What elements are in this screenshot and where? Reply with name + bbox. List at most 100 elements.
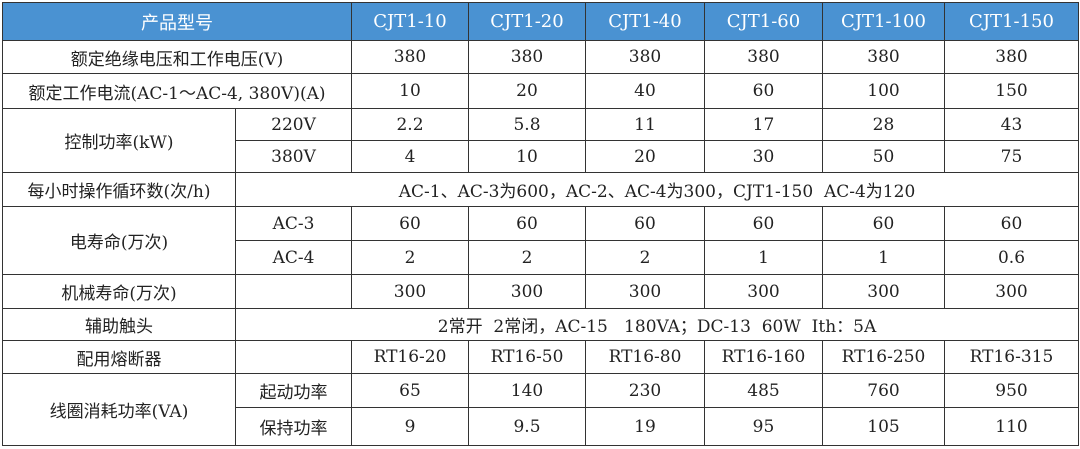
table-row: 额定工作电流(AC-1～AC-4, 380V)(A) 10 20 40 60 1…	[2, 73, 1079, 109]
cell: 380	[704, 40, 823, 74]
table-row: 线圈消耗功率(VA) 起动功率 65 140 230 485 760 950	[2, 373, 1079, 446]
row-label: 电寿命(万次)	[2, 206, 236, 275]
cell: 140	[468, 373, 586, 408]
model-header: CJT1-40	[585, 2, 705, 41]
cell: 380	[822, 40, 945, 74]
cell: 19	[585, 407, 705, 446]
cell: 20	[468, 73, 586, 109]
model-header: CJT1-100	[822, 2, 945, 41]
cell: 380	[585, 40, 705, 74]
cell: 380	[468, 40, 586, 74]
cell: 2.2	[351, 108, 469, 141]
cell: 485	[704, 373, 823, 408]
cell: 150	[944, 73, 1079, 109]
cell: 105	[822, 407, 945, 446]
cell: RT16-315	[944, 340, 1079, 374]
row-label: 配用熔断器	[2, 340, 236, 374]
row-label: 辅助触头	[2, 308, 236, 341]
cell: 75	[944, 140, 1079, 173]
cell: RT16-50	[468, 340, 586, 374]
table-row: 保持功率 9 9.5 19 95 105 110	[3, 407, 1079, 446]
cell: 2	[351, 240, 469, 275]
cell: 100	[822, 73, 945, 109]
cell: 380	[351, 40, 469, 74]
cell: 2	[468, 240, 586, 275]
table-row: 机械寿命(万次) 300 300 300 300 300 300	[2, 274, 1079, 309]
table-row: AC-4 2 2 2 1 1 0.6	[3, 240, 1079, 275]
cell: 95	[704, 407, 823, 446]
cell: 1	[704, 240, 823, 275]
cell: 110	[944, 407, 1079, 446]
cell: 17	[704, 108, 823, 141]
cell: 60	[704, 73, 823, 109]
cell: 9.5	[468, 407, 586, 446]
cell: RT16-80	[585, 340, 705, 374]
model-header: CJT1-20	[468, 2, 586, 41]
row-label: 线圈消耗功率(VA)	[2, 373, 236, 446]
cell: 380	[944, 40, 1079, 74]
cell: 9	[351, 407, 469, 446]
cell: 11	[585, 108, 705, 141]
table-row: 辅助触头 2常开 2常闭，AC-15 180VA；DC-13 60W Ith：5…	[2, 308, 1079, 341]
cell: 300	[585, 274, 705, 309]
row-label: 额定工作电流(AC-1～AC-4, 380V)(A)	[2, 73, 352, 109]
cell: 60	[468, 206, 586, 241]
cell: 50	[822, 140, 945, 173]
sub-label: 380V	[235, 140, 352, 173]
cell: 300	[944, 274, 1079, 309]
cell: 40	[585, 73, 705, 109]
cell: 65	[351, 373, 469, 408]
cell: 60	[351, 206, 469, 241]
model-header: CJT1-10	[351, 2, 469, 41]
cell: 300	[351, 274, 469, 309]
sub-label: 保持功率	[235, 407, 352, 446]
header-row: 产品型号 CJT1-10 CJT1-20 CJT1-40 CJT1-60 CJT…	[2, 2, 1079, 41]
cell: 1	[822, 240, 945, 275]
table-row: 每小时操作循环数(次/h) AC-1、AC-3为600，AC-2、AC-4为30…	[2, 172, 1079, 207]
cell: 10	[468, 140, 586, 173]
table-row: 配用熔断器 RT16-20 RT16-50 RT16-80 RT16-160 R…	[2, 340, 1079, 374]
cell: 28	[822, 108, 945, 141]
row-label: 每小时操作循环数(次/h)	[2, 172, 236, 207]
cell: 60	[822, 206, 945, 241]
cell: 60	[585, 206, 705, 241]
cell: 60	[944, 206, 1079, 241]
model-header: CJT1-150	[944, 2, 1079, 41]
cell: 300	[704, 274, 823, 309]
table-row: 380V 4 10 20 30 50 75	[3, 140, 1079, 173]
cell: RT16-160	[704, 340, 823, 374]
cell: 760	[822, 373, 945, 408]
row-label: 机械寿命(万次)	[2, 274, 236, 309]
table-row: 额定绝缘电压和工作电压(V) 380 380 380 380 380 380	[2, 40, 1079, 74]
sub-label: AC-4	[235, 240, 352, 275]
cell: 5.8	[468, 108, 586, 141]
cell: 2	[585, 240, 705, 275]
sub-label: AC-3	[235, 206, 352, 241]
empty-cell	[235, 274, 352, 309]
cell: 300	[822, 274, 945, 309]
merged-cell: AC-1、AC-3为600，AC-2、AC-4为300，CJT1-150 AC-…	[235, 172, 1079, 207]
cell: 20	[585, 140, 705, 173]
merged-cell: 2常开 2常闭，AC-15 180VA；DC-13 60W Ith：5A	[235, 308, 1079, 341]
cell: RT16-250	[822, 340, 945, 374]
cell: 10	[351, 73, 469, 109]
cell: 60	[704, 206, 823, 241]
cell: 0.6	[944, 240, 1079, 275]
cell: 300	[468, 274, 586, 309]
row-label: 额定绝缘电压和工作电压(V)	[2, 40, 352, 74]
cell: 230	[585, 373, 705, 408]
table-row: 电寿命(万次) AC-3 60 60 60 60 60 60	[2, 206, 1079, 275]
sub-label: 220V	[235, 108, 352, 141]
header-label: 产品型号	[2, 2, 352, 41]
cell: 30	[704, 140, 823, 173]
table-row: 控制功率(kW) 220V 2.2 5.8 11 17 28 43	[2, 108, 1079, 173]
cell: RT16-20	[351, 340, 469, 374]
sub-label: 起动功率	[235, 373, 352, 408]
model-header: CJT1-60	[704, 2, 823, 41]
cell: 950	[944, 373, 1079, 408]
row-label: 控制功率(kW)	[2, 108, 236, 173]
cell: 4	[351, 140, 469, 173]
cell: 43	[944, 108, 1079, 141]
empty-cell	[235, 340, 352, 374]
